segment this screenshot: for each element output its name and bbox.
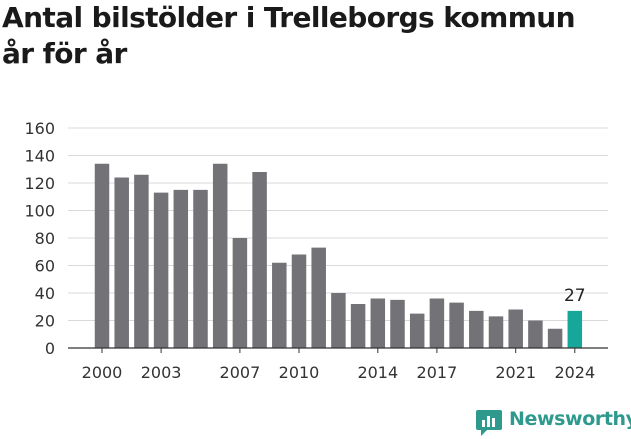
x-tick-label: 2010 — [279, 363, 320, 382]
data-label: 27 — [564, 286, 586, 306]
chart-title-line-1: Antal bilstölder i Trelleborgs kommun — [2, 1, 576, 34]
y-tick-label: 160 — [24, 119, 55, 138]
bar — [567, 310, 583, 348]
chart-title-line-2: år för år — [2, 37, 127, 70]
bar — [114, 177, 129, 348]
bar — [528, 320, 543, 348]
bar — [272, 262, 287, 348]
bar — [429, 298, 445, 348]
bar — [508, 309, 523, 348]
x-tick-label: 2017 — [417, 363, 458, 382]
bar — [291, 254, 307, 348]
bar — [134, 174, 149, 348]
y-tick-label: 120 — [24, 174, 55, 193]
bar — [350, 304, 366, 348]
bar — [232, 238, 248, 348]
bar — [311, 247, 326, 348]
bar — [449, 302, 464, 348]
chart-title: Antal bilstölder i Trelleborgs kommun år… — [2, 0, 627, 72]
bar — [331, 293, 346, 348]
y-tick-label: 100 — [24, 202, 55, 221]
bar — [94, 163, 110, 348]
newsworthy-logo-icon — [476, 410, 502, 436]
x-tick-label: 2021 — [495, 363, 536, 382]
x-tick-label: 2000 — [82, 363, 123, 382]
bar — [547, 328, 563, 348]
newsworthy-logo-text: Newsworthy — [509, 408, 631, 430]
bar — [390, 299, 405, 348]
y-tick-label: 20 — [35, 312, 55, 331]
bar — [488, 316, 504, 348]
bar — [370, 298, 386, 348]
y-tick-label: 40 — [35, 284, 55, 303]
bar — [252, 172, 267, 348]
bar — [153, 192, 169, 348]
x-tick-label: 2024 — [554, 363, 595, 382]
bar — [193, 189, 208, 348]
bar — [212, 163, 228, 348]
x-tick-label: 2007 — [220, 363, 261, 382]
y-tick-label: 60 — [35, 257, 55, 276]
y-tick-label: 0 — [45, 339, 55, 358]
y-tick-label: 140 — [24, 147, 55, 166]
bar — [409, 313, 425, 348]
x-tick-label: 2014 — [357, 363, 398, 382]
y-tick-label: 80 — [35, 229, 55, 248]
bar — [173, 189, 189, 348]
newsworthy-logo: Newsworthy — [475, 406, 631, 438]
bar — [469, 310, 484, 348]
x-tick-label: 2003 — [141, 363, 182, 382]
